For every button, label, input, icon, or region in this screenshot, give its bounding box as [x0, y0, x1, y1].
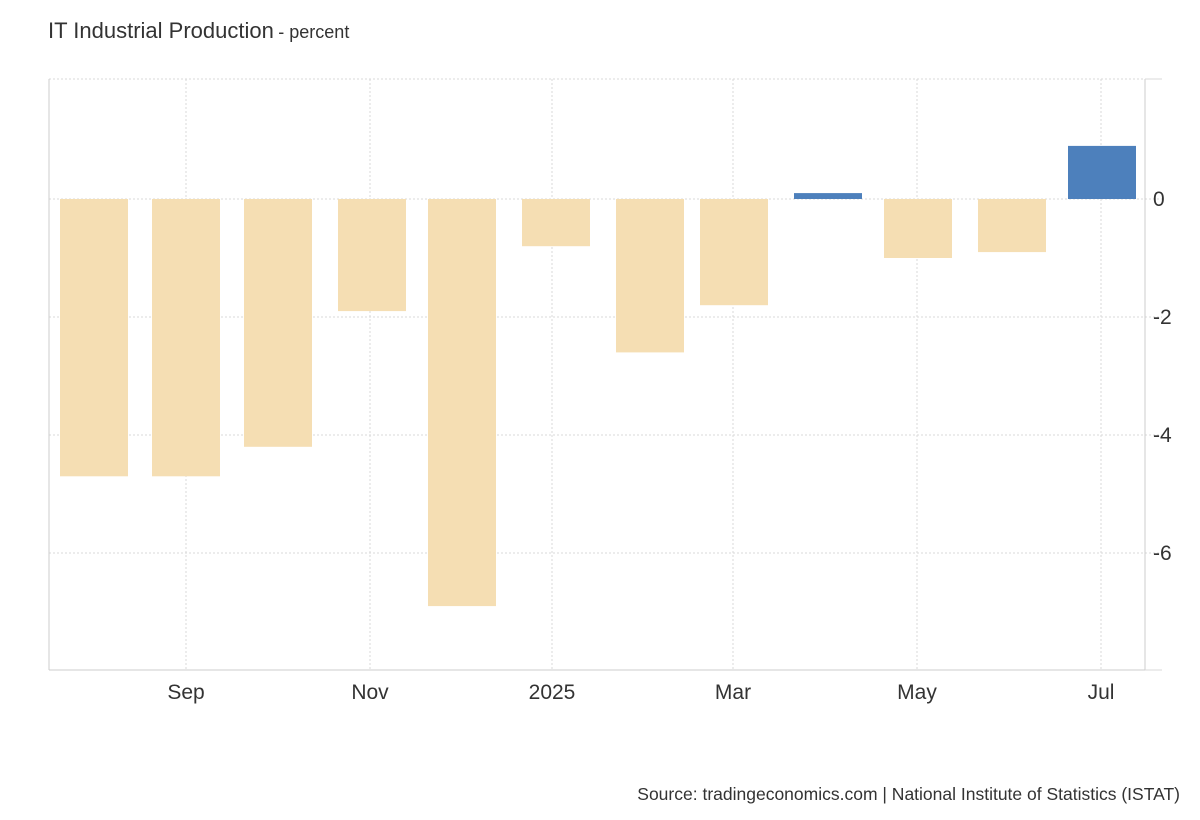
- bar-7: [616, 199, 684, 353]
- x-tick-label: 2025: [529, 681, 576, 704]
- bar-12: [1068, 145, 1136, 199]
- bar-8: [700, 199, 768, 306]
- x-tick-label: Mar: [715, 681, 751, 704]
- chart-subtitle: - percent: [278, 22, 350, 42]
- chart-title-block: IT Industrial Production - percent: [48, 18, 349, 44]
- bar-4: [338, 199, 406, 312]
- bar-11: [978, 199, 1046, 253]
- bar-5: [428, 199, 496, 607]
- x-tick-label: May: [897, 681, 937, 704]
- bar-9: [794, 193, 862, 199]
- chart-title: IT Industrial Production: [48, 18, 274, 43]
- y-tick-label: -2: [1153, 306, 1172, 329]
- bar-10: [884, 199, 952, 258]
- x-tick-label: Jul: [1088, 681, 1115, 704]
- x-tick-label: Nov: [351, 681, 389, 704]
- bar-3: [244, 199, 312, 447]
- x-tick-label: Sep: [167, 681, 204, 704]
- y-tick-label: 0: [1153, 188, 1165, 211]
- bar-1: [60, 199, 128, 477]
- bar-2: [152, 199, 220, 477]
- y-tick-label: -6: [1153, 542, 1172, 565]
- source-attribution: Source: tradingeconomics.com | National …: [637, 784, 1180, 804]
- bar-6: [522, 199, 590, 247]
- bar-chart: 0 -2 -4 -6 Sep Nov 2025 Mar May Jul: [48, 78, 1172, 704]
- y-tick-label: -4: [1153, 424, 1172, 447]
